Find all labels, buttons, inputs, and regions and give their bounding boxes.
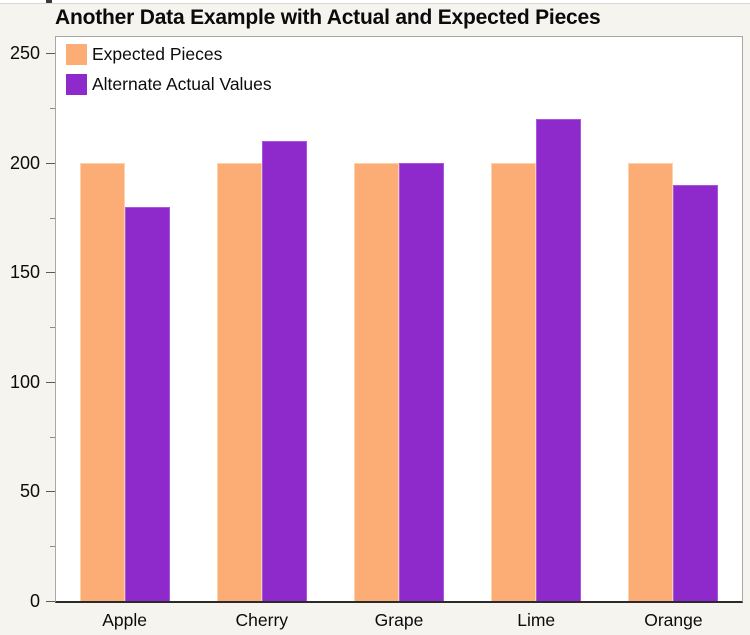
window-top-edge — [0, 0, 750, 4]
y-axis-tick-mark — [46, 53, 55, 55]
legend-label: Alternate Actual Values — [92, 74, 272, 94]
y-axis-tick-mark — [46, 162, 55, 164]
x-axis-label-cherry: Cherry — [235, 610, 289, 630]
x-axis-label-grape: Grape — [374, 610, 424, 630]
y-axis-tick-label: 150 — [9, 262, 40, 283]
legend-swatch-icon — [66, 74, 87, 95]
y-axis-tick-mark — [46, 381, 55, 383]
bar-expected-pieces-grape[interactable] — [354, 162, 399, 601]
bar-alternate-actual-values-lime[interactable] — [536, 119, 582, 601]
legend-label: Expected Pieces — [92, 44, 223, 64]
y-axis-tick-mark — [46, 491, 55, 493]
bar-alternate-actual-values-apple[interactable] — [124, 206, 170, 601]
y-axis-tick-label: 0 — [29, 591, 40, 611]
x-axis-label-orange: Orange — [644, 610, 703, 630]
y-axis-minor-tick-mark — [50, 108, 55, 110]
y-axis-minor-tick-mark — [50, 546, 55, 548]
window-top-edge-tick — [46, 0, 52, 3]
y-axis-tick-label: 250 — [9, 43, 40, 64]
bar-expected-pieces-orange[interactable] — [628, 162, 674, 601]
bar-expected-pieces-lime[interactable] — [491, 162, 537, 601]
y-axis-tick-mark — [46, 601, 55, 602]
legend-item-alternate-actual-values[interactable]: Alternate Actual Values — [66, 74, 272, 95]
bar-alternate-actual-values-cherry[interactable] — [261, 141, 307, 601]
y-axis-tick-label: 100 — [9, 371, 40, 392]
legend: Expected Pieces Alternate Actual Values — [66, 44, 272, 104]
bar-expected-pieces-cherry[interactable] — [216, 162, 262, 601]
bar-expected-pieces-apple[interactable] — [79, 162, 125, 601]
y-axis-minor-tick-mark — [50, 217, 55, 219]
y-axis-minor-tick-mark — [50, 436, 55, 438]
legend-swatch-icon — [66, 44, 87, 65]
y-axis-minor-tick-mark — [50, 327, 55, 329]
plot-area: Expected Pieces Alternate Actual Values A… — [10, 36, 743, 630]
y-axis-tick-label: 200 — [9, 152, 40, 173]
y-axis-tick-label: 50 — [19, 481, 40, 502]
chart-title: Another Data Example with Actual and Exp… — [55, 6, 601, 29]
bar-alternate-actual-values-grape[interactable] — [399, 162, 444, 601]
legend-item-expected-pieces[interactable]: Expected Pieces — [66, 44, 272, 65]
x-axis-label-lime: Lime — [517, 610, 556, 630]
y-axis-tick-mark — [46, 272, 55, 274]
bar-alternate-actual-values-orange[interactable] — [673, 184, 719, 601]
x-axis-label-apple: Apple — [102, 610, 147, 630]
